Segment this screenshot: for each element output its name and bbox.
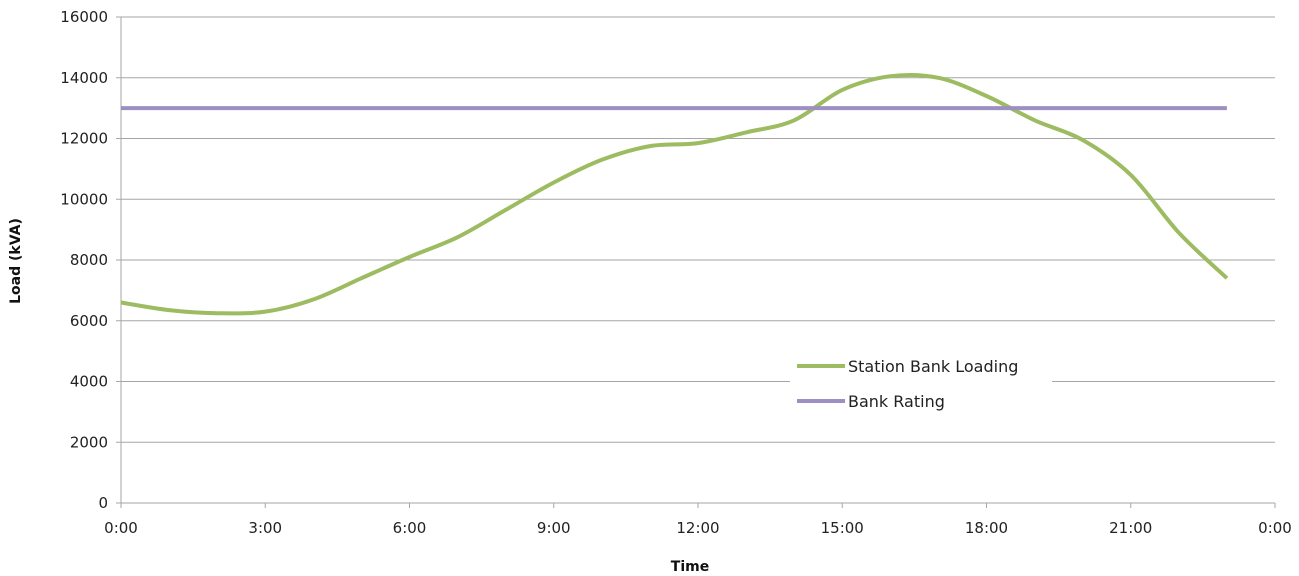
series-line-station-bank-loading: [120, 72, 1229, 316]
x-tick-label: 3:00: [248, 519, 282, 537]
x-tick-label: 6:00: [393, 519, 427, 537]
y-tick-label: 10000: [60, 190, 108, 208]
y-tick-label: 6000: [70, 312, 108, 330]
y-tick-label: 12000: [60, 130, 108, 148]
series-lines: [120, 72, 1229, 316]
y-tick-label: 14000: [60, 69, 108, 87]
y-tick-label: 4000: [70, 373, 108, 391]
y-tick-label: 16000: [60, 8, 108, 26]
x-axis-title: Time: [671, 559, 709, 575]
axes: [116, 16, 1276, 508]
x-tick-label: 12:00: [676, 519, 719, 537]
x-tick-label: 21:00: [1109, 519, 1152, 537]
y-tick-label: 0: [98, 494, 108, 512]
gridlines: [121, 16, 1275, 443]
x-tick-label: 0:00: [104, 519, 138, 537]
y-tick-label: 2000: [70, 433, 108, 451]
x-tick-label: 9:00: [537, 519, 571, 537]
legend-background: [790, 352, 1052, 422]
x-tick-label: 18:00: [965, 519, 1008, 537]
legend-label-station-bank-loading: Station Bank Loading: [848, 357, 1018, 376]
tick-labels: 0 2000 4000 6000 8000 10000 12000 14000 16000 0:0…: [60, 8, 1292, 537]
x-tick-label: 0:00: [1258, 519, 1292, 537]
y-tick-label: 8000: [70, 251, 108, 269]
legend: Station Bank Loading Bank Rating: [790, 352, 1052, 422]
x-tick-label: 15:00: [821, 519, 864, 537]
legend-label-bank-rating: Bank Rating: [848, 392, 945, 411]
y-axis-title: Load (kVA): [8, 218, 24, 304]
